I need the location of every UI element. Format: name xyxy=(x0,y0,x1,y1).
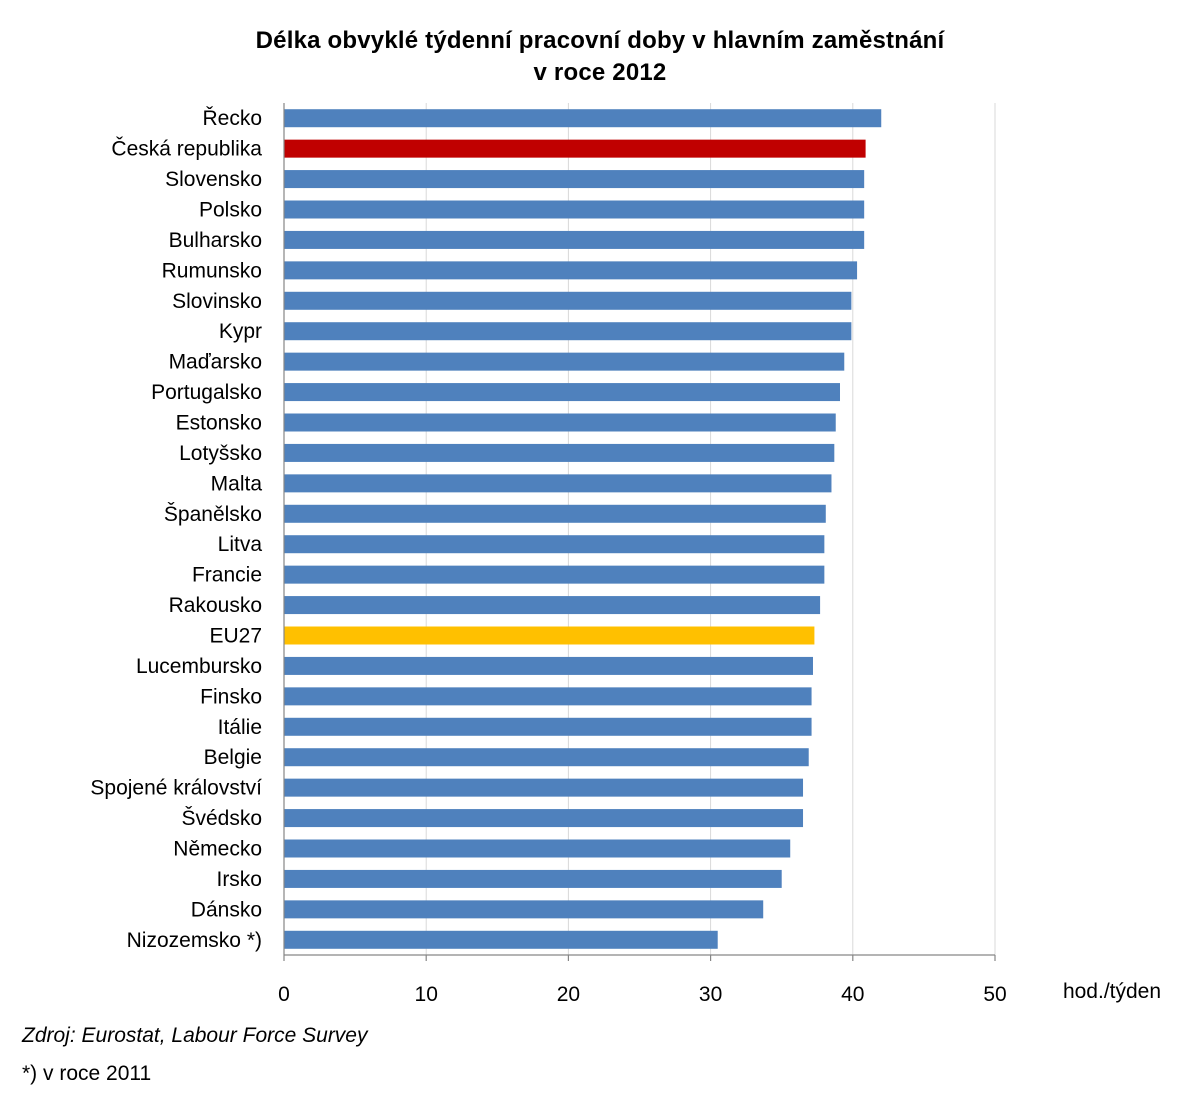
bar-6 xyxy=(284,291,852,310)
plot-area: Řecko Česká republika Slovensko Polsko Bulha… xyxy=(90,103,1161,1006)
bar-14 xyxy=(284,535,825,554)
category-label-19: Finsko xyxy=(200,685,262,708)
category-label-15: Francie xyxy=(192,564,262,587)
category-label-11: Lotyšsko xyxy=(179,442,262,465)
category-label-23: Švédsko xyxy=(181,807,262,830)
bar-7 xyxy=(284,322,852,341)
category-label-9: Portugalsko xyxy=(151,381,262,404)
bar-26 xyxy=(284,900,764,919)
category-label-2: Slovensko xyxy=(165,168,262,191)
bar-5 xyxy=(284,261,858,280)
category-label-24: Německo xyxy=(173,838,262,861)
bar-10 xyxy=(284,413,836,432)
footnote: *) v roce 2011 xyxy=(22,1062,152,1085)
bar-3 xyxy=(284,200,865,219)
bar-2 xyxy=(284,170,865,189)
category-label-1: Česká republika xyxy=(111,138,262,161)
x-tick-label-3: 30 xyxy=(699,983,722,1006)
category-label-0: Řecko xyxy=(202,107,262,130)
category-label-8: Maďarsko xyxy=(169,351,262,374)
category-label-22: Spojené království xyxy=(90,777,262,800)
bar-22 xyxy=(284,778,804,797)
bar-15 xyxy=(284,565,825,584)
x-axis-label: hod./týden xyxy=(1063,980,1161,1003)
category-label-6: Slovinsko xyxy=(172,290,262,313)
bar-12 xyxy=(284,474,832,493)
bar-20 xyxy=(284,717,812,736)
category-label-14: Litva xyxy=(218,533,263,556)
bar-11 xyxy=(284,443,835,462)
category-label-17: EU27 xyxy=(209,625,262,648)
bar-13 xyxy=(284,504,826,523)
chart-title-line-1: Délka obvyklé týdenní pracovní doby v hl… xyxy=(255,27,945,54)
bar-1 xyxy=(284,139,866,158)
bar-9 xyxy=(284,383,841,402)
category-label-21: Belgie xyxy=(204,746,262,769)
x-tick-label-5: 50 xyxy=(983,983,1006,1006)
category-label-4: Bulharsko xyxy=(169,229,262,252)
category-label-18: Lucembursko xyxy=(136,655,262,678)
category-label-27: Nizozemsko *) xyxy=(127,929,262,952)
category-label-5: Rumunsko xyxy=(162,259,262,282)
x-tick-label-1: 10 xyxy=(415,983,438,1006)
bar-27 xyxy=(284,930,718,949)
x-tick-label-2: 20 xyxy=(557,983,580,1006)
bar-25 xyxy=(284,869,782,888)
bar-23 xyxy=(284,809,804,828)
bar-21 xyxy=(284,748,809,767)
bar-0 xyxy=(284,109,882,128)
bar-16 xyxy=(284,596,821,615)
bar-18 xyxy=(284,656,813,675)
x-tick-label-0: 0 xyxy=(278,983,290,1006)
bar-24 xyxy=(284,839,791,858)
category-label-20: Itálie xyxy=(218,716,262,739)
category-label-3: Polsko xyxy=(199,199,262,222)
bar-8 xyxy=(284,352,845,371)
bar-19 xyxy=(284,687,812,706)
category-label-26: Dánsko xyxy=(191,898,262,921)
category-label-10: Estonsko xyxy=(176,412,262,435)
category-label-7: Kypr xyxy=(219,320,262,343)
x-tick-label-4: 40 xyxy=(841,983,864,1006)
chart-title-line-2: v roce 2012 xyxy=(533,59,667,86)
category-label-25: Irsko xyxy=(216,868,262,891)
source-note: Zdroj: Eurostat, Labour Force Survey xyxy=(22,1024,368,1047)
bar-4 xyxy=(284,230,865,249)
category-label-13: Španělsko xyxy=(164,503,262,526)
category-label-12: Malta xyxy=(211,472,263,495)
category-label-16: Rakousko xyxy=(169,594,262,617)
bar-17 xyxy=(284,626,815,645)
